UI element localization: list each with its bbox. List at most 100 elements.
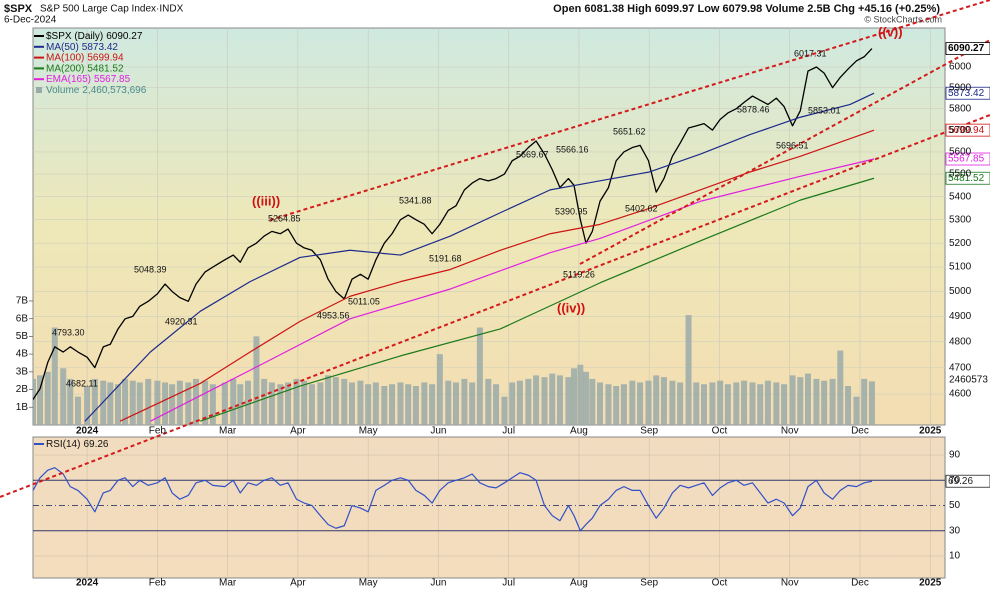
- x-tick-label: Oct: [712, 426, 728, 437]
- price-annotation: 6017.31: [794, 48, 827, 58]
- price-annotation: 5402.62: [625, 203, 658, 213]
- volume-bar: [397, 382, 404, 425]
- volume-bar: [829, 378, 836, 425]
- volume-bar: [845, 386, 852, 425]
- volume-bar: [253, 336, 260, 425]
- volume-bar: [789, 375, 796, 425]
- moving-average: [84, 92, 875, 422]
- volume-bar: [230, 378, 237, 425]
- volume-bar: [357, 380, 364, 425]
- x-tick-label: Apr: [290, 578, 306, 589]
- index-name: S&P 500 Large Cap Index·INDX: [40, 4, 184, 15]
- volume-bar: [348, 382, 355, 425]
- price-annotation: 4682.11: [66, 378, 98, 388]
- volume-bar: [176, 380, 183, 425]
- rsi-tick-label: 90: [949, 450, 961, 461]
- volume-bar: [51, 327, 58, 425]
- price-annotation: 4793.30: [52, 327, 85, 337]
- x-tick-label: Aug: [570, 426, 588, 437]
- value-tag: 6090.27: [948, 43, 985, 54]
- x-tick-label: Mar: [219, 426, 237, 437]
- copyright: © StockCharts.com: [864, 14, 942, 24]
- overlay: $SPX S&P 500 Large Cap Index·INDX 6-Dec-…: [4, 3, 990, 488]
- volume-bar: [549, 373, 556, 425]
- volume-bar: [341, 378, 348, 425]
- price-annotation: 5191.68: [429, 253, 462, 263]
- x-tick-label: 2025: [919, 578, 942, 589]
- y-tick-label: 4900: [949, 311, 972, 322]
- volume-bar: [405, 384, 412, 425]
- y-tick-label: 4800: [949, 336, 972, 347]
- price-panel: [32, 27, 946, 426]
- value-tag-box: [945, 86, 990, 100]
- volume-bar: [452, 382, 459, 425]
- volume-bar: [493, 384, 500, 425]
- volume-bar: [582, 371, 589, 425]
- volume-bar: [84, 386, 91, 425]
- value-tag-box: [945, 123, 990, 137]
- volume-bar: [308, 384, 315, 425]
- x-tick-label: Jul: [502, 578, 515, 589]
- moving-average: [150, 158, 875, 422]
- y2-tick-label: 2B: [16, 384, 29, 395]
- volume-bar: [781, 384, 788, 425]
- x-tick-label: Jul: [502, 426, 515, 437]
- volume-bar: [701, 384, 708, 425]
- y-tick-label: 5900: [949, 82, 972, 93]
- volume-bar: [261, 378, 268, 425]
- legend-value: 5567.85: [94, 74, 131, 85]
- volume-bar: [501, 396, 508, 425]
- symbol: $SPX: [4, 3, 33, 15]
- value-tag: 5873.42: [948, 88, 985, 99]
- y-tick-label: 5100: [949, 262, 972, 273]
- volume-bar: [773, 382, 780, 425]
- volume-bar: [37, 375, 44, 425]
- volume-bar: [429, 384, 436, 425]
- y2-tick-label: 7B: [16, 296, 29, 307]
- volume-bar: [469, 382, 476, 425]
- volume-bar: [115, 384, 122, 425]
- volume-bar: [107, 382, 114, 425]
- x-tick-label: Mar: [219, 578, 237, 589]
- volume-bar: [67, 378, 74, 425]
- volume-bar: [509, 382, 516, 425]
- volume-bar: [613, 386, 620, 425]
- volume-bar: [685, 315, 692, 425]
- price-annotation: 5651.62: [613, 126, 646, 136]
- volume-bar: [277, 384, 284, 425]
- price-line: [33, 48, 873, 400]
- legend-entry: Volume 2,460,573,696: [46, 85, 147, 96]
- volume-bar: [516, 380, 523, 425]
- volume-bar: [293, 378, 300, 425]
- volume-bar: [389, 384, 396, 425]
- volume-bar: [485, 378, 492, 425]
- x-tick-label: Feb: [149, 578, 167, 589]
- x-tick-label: Sep: [640, 426, 658, 437]
- legend-name: Volume: [46, 85, 80, 96]
- volume-bar: [372, 382, 379, 425]
- volume-bar: [724, 384, 731, 425]
- x-tick-label: Dec: [851, 578, 869, 589]
- legend-value: 5699.94: [87, 52, 124, 63]
- volume-bar: [533, 375, 540, 425]
- y-tick-label: 5600: [949, 147, 972, 158]
- volume-bar: [476, 327, 483, 425]
- y-tick-label: 5200: [949, 238, 972, 249]
- volume-bar: [301, 380, 308, 425]
- volume-bar: [525, 378, 532, 425]
- trendline: [0, 114, 990, 498]
- volume-bar: [237, 384, 244, 425]
- x-tick-label: Aug: [570, 578, 588, 589]
- wave-label: ((v)): [878, 24, 903, 39]
- volume-bar: [44, 371, 51, 425]
- volume-bar: [445, 380, 452, 425]
- volume-bar: [660, 377, 667, 425]
- legend-entry: MA(100) 5699.94: [46, 52, 124, 63]
- volume-bar: [797, 377, 804, 425]
- volume-bar: [597, 382, 604, 425]
- volume-bar: [136, 382, 143, 425]
- legend-entry: EMA(165) 5567.85: [46, 74, 131, 85]
- y2-tick-label: 6B: [16, 313, 29, 324]
- volume-bar: [332, 377, 339, 425]
- volume-bar: [669, 380, 676, 425]
